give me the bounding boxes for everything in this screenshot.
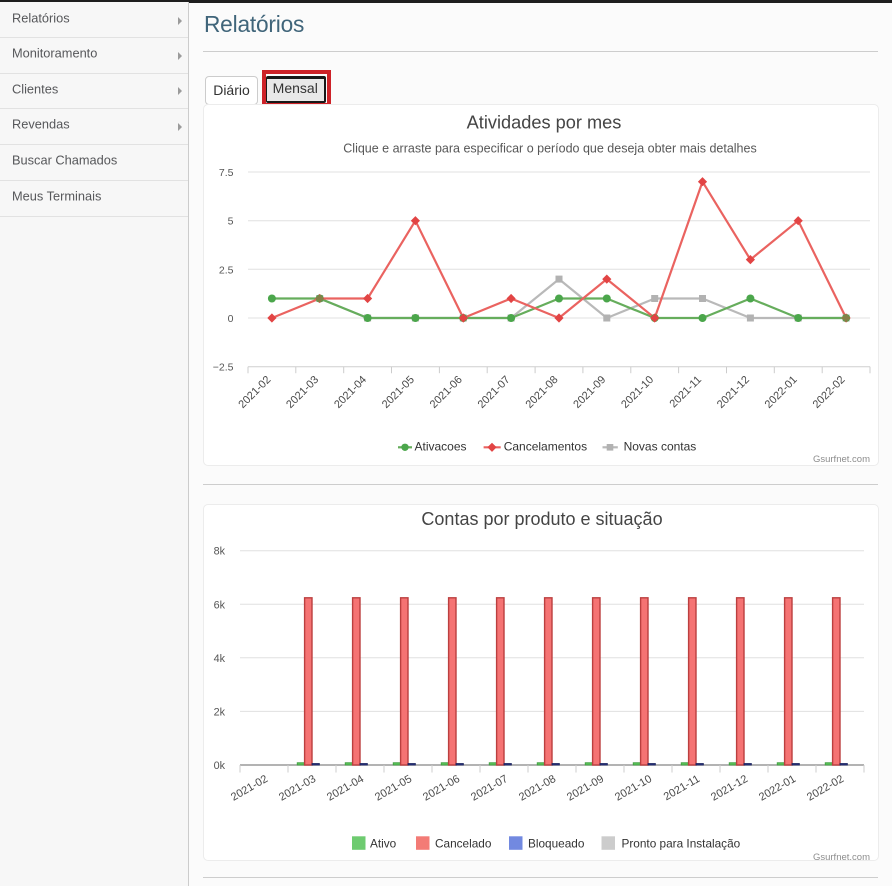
svg-text:2021-05: 2021-05 (373, 773, 414, 804)
svg-text:Novas contas: Novas contas (624, 439, 697, 453)
svg-text:2k: 2k (214, 706, 226, 718)
svg-text:2022-02: 2022-02 (805, 773, 846, 804)
svg-text:Atividades por mes: Atividades por mes (467, 113, 622, 133)
svg-text:Clique e arraste para especifi: Clique e arraste para especificar o perí… (343, 142, 756, 156)
svg-text:2021-02: 2021-02 (236, 374, 273, 411)
svg-text:2021-06: 2021-06 (421, 773, 462, 804)
svg-text:Ativacoes: Ativacoes (415, 439, 467, 453)
svg-text:8k: 8k (214, 545, 226, 557)
svg-text:5: 5 (228, 216, 234, 228)
svg-text:2021-12: 2021-12 (709, 773, 750, 804)
svg-text:2021-10: 2021-10 (619, 374, 656, 411)
svg-text:Pronto para Instalação: Pronto para Instalação (622, 836, 741, 850)
svg-text:Bloqueado: Bloqueado (528, 836, 585, 850)
svg-text:2021-03: 2021-03 (277, 773, 318, 804)
svg-text:2021-08: 2021-08 (517, 773, 558, 804)
svg-text:2022-01: 2022-01 (763, 374, 800, 411)
svg-text:−2.5: −2.5 (213, 362, 234, 374)
svg-text:2021-07: 2021-07 (476, 374, 513, 411)
svg-text:Cancelamentos: Cancelamentos (504, 439, 587, 453)
svg-text:2022-01: 2022-01 (757, 773, 798, 804)
svg-text:2021-03: 2021-03 (284, 374, 321, 411)
svg-text:Contas por produto e situação: Contas por produto e situação (421, 509, 662, 529)
svg-text:2.5: 2.5 (219, 264, 234, 276)
svg-text:2021-10: 2021-10 (613, 773, 654, 804)
svg-text:2022-02: 2022-02 (811, 374, 848, 411)
svg-text:2021-11: 2021-11 (662, 773, 702, 803)
svg-text:2021-05: 2021-05 (380, 374, 417, 411)
svg-text:7.5: 7.5 (219, 167, 234, 179)
svg-text:2021-09: 2021-09 (565, 773, 606, 804)
svg-text:4k: 4k (214, 652, 226, 664)
svg-text:2021-02: 2021-02 (229, 773, 270, 804)
svg-text:2021-11: 2021-11 (668, 374, 704, 410)
svg-text:0k: 0k (214, 760, 226, 772)
svg-text:Ativo: Ativo (370, 836, 397, 850)
svg-text:2021-06: 2021-06 (428, 374, 465, 411)
svg-text:Gsurfnet.com: Gsurfnet.com (813, 852, 870, 862)
svg-text:Gsurfnet.com: Gsurfnet.com (813, 454, 870, 465)
svg-text:2021-09: 2021-09 (571, 374, 608, 411)
svg-text:2021-04: 2021-04 (332, 374, 369, 411)
svg-text:Cancelado: Cancelado (435, 836, 492, 850)
svg-text:2021-07: 2021-07 (469, 773, 510, 804)
svg-text:2021-08: 2021-08 (523, 374, 560, 411)
svg-text:6k: 6k (214, 599, 226, 611)
svg-text:0: 0 (228, 313, 234, 325)
svg-text:2021-12: 2021-12 (715, 374, 752, 411)
svg-text:2021-04: 2021-04 (325, 773, 366, 804)
